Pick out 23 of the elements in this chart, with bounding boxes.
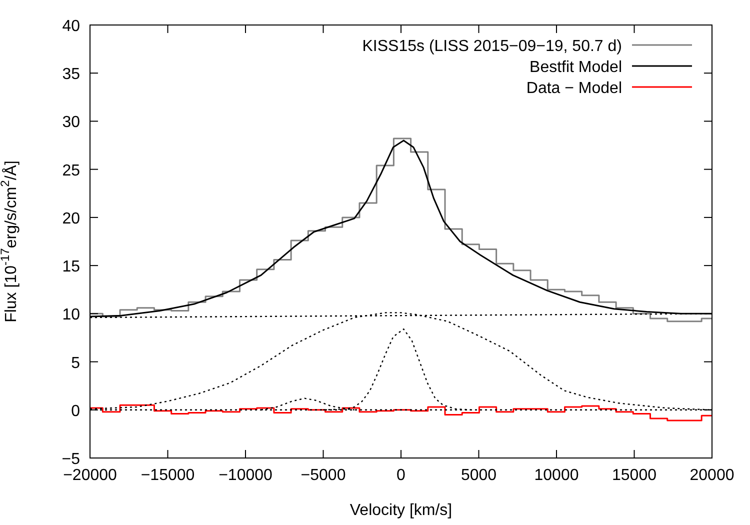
x-tick-label: 15000 [612, 467, 657, 484]
x-tick-label: −15000 [140, 467, 195, 484]
y-tick-label: 25 [62, 162, 80, 180]
y-tick-label: 15 [62, 258, 80, 276]
x-tick-label: 10000 [534, 467, 579, 484]
x-axis-title: Velocity [km/s] [350, 502, 452, 519]
legend-label: Bestfit Model [530, 59, 622, 76]
x-tick-label: 0 [396, 467, 406, 484]
x-tick-label: 20000 [690, 467, 734, 484]
x-tick-label: −20000 [63, 467, 118, 484]
y-tick-label: 5 [71, 354, 80, 372]
y-tick-label: 20 [62, 210, 80, 228]
y-tick-label: 30 [62, 114, 80, 132]
y-tick-label: 10 [62, 306, 80, 324]
x-tick-label: −10000 [218, 467, 273, 484]
legend-label: KISS15s (LISS 2015−09−19, 50.7 d) [362, 38, 622, 55]
x-tick-label: 5000 [460, 467, 497, 484]
y-tick-label: −5 [62, 451, 80, 468]
x-tick-label: −5000 [300, 467, 346, 484]
y-tick-label: 35 [62, 66, 80, 84]
legend-label: Data − Model [526, 80, 622, 97]
y-tick-label: 0 [71, 402, 80, 420]
y-tick-label: 40 [62, 18, 80, 35]
